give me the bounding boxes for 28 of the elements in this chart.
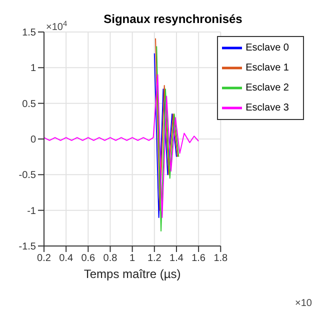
x-tick-label: 1 xyxy=(130,253,136,264)
x-tick-label: 1.2 xyxy=(147,253,162,264)
annotation: ×10$^{4}$ xyxy=(46,18,68,33)
y-tick-label: 1 xyxy=(30,63,36,74)
x-tick-label: 0.8 xyxy=(103,253,118,264)
legend-label: Esclave 1 xyxy=(246,62,289,74)
legend-label: Esclave 3 xyxy=(246,102,289,114)
x-axis-title: Temps maître (µs) xyxy=(84,267,181,281)
line-series xyxy=(154,52,177,218)
y-tick-label: -0.5 xyxy=(18,170,36,182)
y-tick-label: -1 xyxy=(27,206,36,217)
legend-label: Esclave 2 xyxy=(246,82,289,94)
line-series xyxy=(155,38,178,211)
line-series xyxy=(156,46,180,232)
x-tick-label: 1.4 xyxy=(170,253,184,264)
x-tick-label: 1.8 xyxy=(214,253,228,264)
y-tick-label: -1.5 xyxy=(18,242,36,253)
y-tick-label: 1.5 xyxy=(22,28,36,39)
chart-title: Signaux resynchronisés xyxy=(104,12,243,26)
line-series xyxy=(44,74,200,218)
x-tick-label: 0.2 xyxy=(37,253,52,264)
y-tick-label: 0.5 xyxy=(22,98,36,110)
x-tick-label: 1.6 xyxy=(192,253,206,264)
legend-label: Esclave 0 xyxy=(246,42,289,54)
x-tick-label: 0.4 xyxy=(59,253,74,264)
text: ×10 xyxy=(295,298,312,309)
x-tick-label: 0.6 xyxy=(81,253,96,264)
y-tick-label: 0 xyxy=(30,134,36,146)
